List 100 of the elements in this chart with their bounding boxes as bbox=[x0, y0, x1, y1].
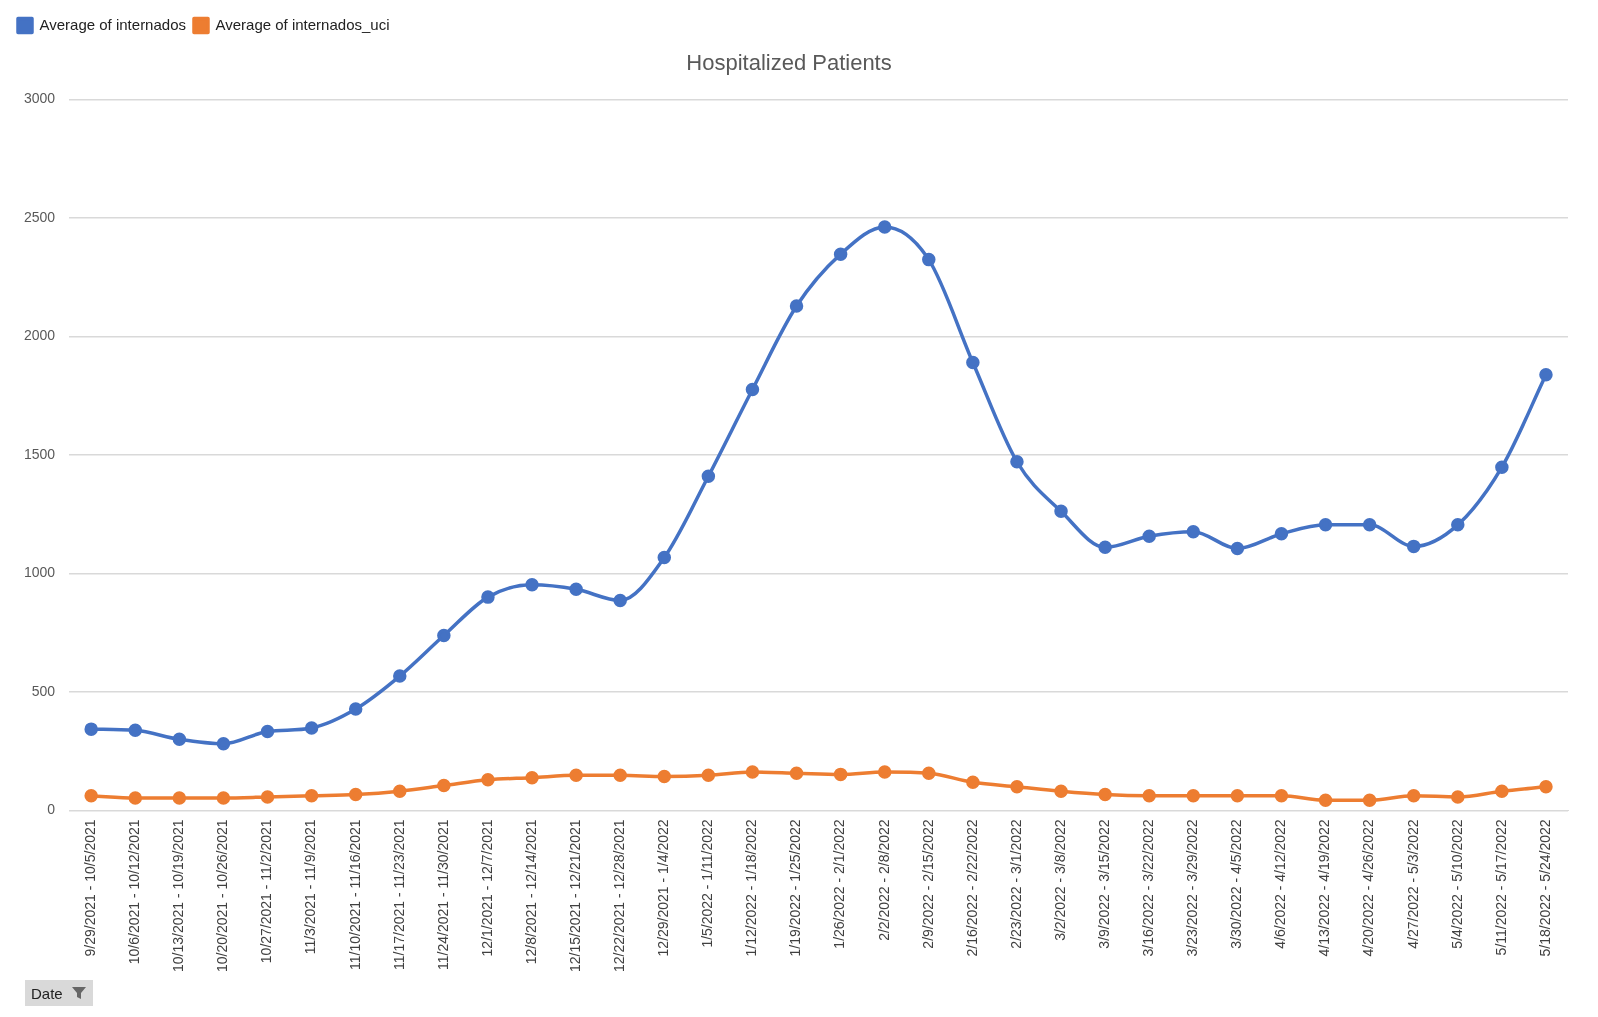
point bbox=[701, 469, 716, 483]
point bbox=[1010, 455, 1024, 469]
point bbox=[1098, 787, 1112, 802]
point bbox=[569, 582, 583, 597]
point bbox=[966, 775, 980, 789]
point bbox=[922, 766, 936, 780]
point bbox=[128, 791, 143, 805]
x-tick-label: 3/16/2022 - 3/22/2022 bbox=[1140, 819, 1157, 957]
x-tick-label: 2/16/2022 - 2/22/2022 bbox=[963, 819, 980, 957]
x-tick-label: 4/6/2022 - 4/12/2022 bbox=[1272, 819, 1289, 949]
point bbox=[745, 382, 760, 397]
point bbox=[260, 790, 275, 804]
x-tick-label: 10/6/2021 - 10/12/2021 bbox=[126, 819, 143, 965]
x-tick-label: 1/26/2022 - 2/1/2022 bbox=[831, 819, 848, 949]
point bbox=[1098, 540, 1112, 555]
point bbox=[613, 593, 627, 608]
x-tick-label: 4/13/2022 - 4/19/2022 bbox=[1316, 819, 1333, 957]
x-tick-label: 2/23/2022 - 3/1/2022 bbox=[1007, 819, 1024, 949]
x-tick-label: 10/27/2021 - 11/2/2021 bbox=[258, 819, 275, 964]
point bbox=[701, 768, 716, 783]
point bbox=[84, 722, 98, 736]
point bbox=[304, 788, 319, 803]
point bbox=[437, 628, 451, 643]
point bbox=[1142, 529, 1156, 543]
point bbox=[966, 355, 980, 370]
point bbox=[1054, 504, 1068, 519]
point bbox=[1318, 793, 1333, 807]
point bbox=[437, 778, 451, 793]
point bbox=[745, 765, 760, 779]
x-tick-label: 12/22/2021 - 12/28/2021 bbox=[611, 819, 628, 972]
y-tick-label: 500 bbox=[31, 682, 56, 699]
x-tick-label: 12/15/2021 - 12/21/2021 bbox=[566, 819, 583, 972]
legend-label: Average of internados_uci bbox=[215, 15, 390, 33]
point bbox=[922, 252, 936, 267]
x-tick-label: 11/10/2021 - 11/16/2021 bbox=[346, 819, 363, 970]
point bbox=[1010, 779, 1024, 794]
x-tick-label: 1/12/2022 - 1/18/2022 bbox=[743, 819, 760, 957]
point bbox=[877, 220, 892, 234]
y-tick-label: 1500 bbox=[23, 445, 56, 462]
point bbox=[613, 768, 627, 783]
x-tick-label: 3/23/2022 - 3/29/2022 bbox=[1184, 819, 1201, 957]
point bbox=[657, 550, 672, 565]
x-tick-label: 10/13/2021 - 10/19/2021 bbox=[170, 819, 187, 972]
y-tick-label: 1000 bbox=[23, 564, 56, 581]
point bbox=[1451, 518, 1465, 532]
x-tick-label: 12/29/2021 - 1/4/2022 bbox=[655, 819, 672, 957]
point bbox=[657, 769, 672, 784]
y-tick-label: 2000 bbox=[23, 327, 56, 344]
point bbox=[1362, 518, 1377, 532]
point bbox=[833, 247, 848, 261]
point bbox=[1451, 790, 1465, 804]
point bbox=[348, 702, 363, 716]
point bbox=[833, 767, 848, 782]
x-tick-label: 10/20/2021 - 10/26/2021 bbox=[214, 819, 231, 972]
x-tick-label: 9/29/2021 - 10/5/2021 bbox=[82, 819, 99, 957]
point bbox=[481, 773, 495, 787]
point bbox=[1406, 539, 1421, 554]
point bbox=[128, 723, 143, 738]
point bbox=[789, 299, 804, 313]
point bbox=[1362, 793, 1377, 807]
point bbox=[1186, 788, 1201, 803]
y-tick-label: 2500 bbox=[23, 208, 56, 225]
x-tick-label: 11/24/2021 - 11/30/2021 bbox=[434, 819, 451, 970]
point bbox=[1406, 788, 1421, 803]
point bbox=[525, 578, 539, 592]
point bbox=[525, 770, 539, 785]
point bbox=[216, 791, 231, 805]
x-tick-label: 12/8/2021 - 12/14/2021 bbox=[522, 819, 539, 965]
x-axis-title: Date bbox=[31, 984, 63, 1002]
legend-label: Average of internados bbox=[39, 15, 186, 33]
x-tick-label: 5/11/2022 - 5/17/2022 bbox=[1492, 819, 1509, 956]
point bbox=[172, 791, 187, 805]
point bbox=[877, 765, 892, 779]
point bbox=[172, 732, 187, 747]
point bbox=[1495, 460, 1509, 474]
x-tick-label: 2/9/2022 - 2/15/2022 bbox=[919, 819, 936, 949]
point bbox=[84, 788, 98, 803]
x-tick-label: 11/3/2021 - 11/9/2021 bbox=[302, 819, 319, 955]
chart-title: Hospitalized Patients bbox=[686, 50, 892, 76]
x-tick-label: 4/20/2022 - 4/26/2022 bbox=[1360, 819, 1377, 957]
point bbox=[1054, 784, 1068, 798]
point bbox=[1274, 527, 1289, 541]
x-tick-label: 5/4/2022 - 5/10/2022 bbox=[1448, 819, 1465, 949]
point bbox=[348, 787, 363, 802]
point bbox=[1539, 779, 1553, 794]
point bbox=[1274, 788, 1289, 803]
x-tick-label: 3/2/2022 - 3/8/2022 bbox=[1051, 819, 1068, 941]
point bbox=[216, 737, 231, 751]
point bbox=[393, 669, 407, 683]
x-tick-label: 2/2/2022 - 2/8/2022 bbox=[875, 819, 892, 941]
x-tick-label: 1/19/2022 - 1/25/2022 bbox=[787, 819, 804, 957]
point bbox=[304, 721, 319, 735]
point bbox=[393, 784, 407, 798]
point bbox=[260, 724, 275, 739]
point bbox=[1539, 368, 1553, 382]
x-tick-label: 5/18/2022 - 5/24/2022 bbox=[1536, 819, 1553, 957]
point bbox=[1318, 518, 1333, 532]
point bbox=[1495, 784, 1509, 798]
x-tick-label: 3/9/2022 - 3/15/2022 bbox=[1095, 819, 1112, 949]
x-tick-label: 12/1/2021 - 12/7/2021 bbox=[478, 819, 495, 957]
